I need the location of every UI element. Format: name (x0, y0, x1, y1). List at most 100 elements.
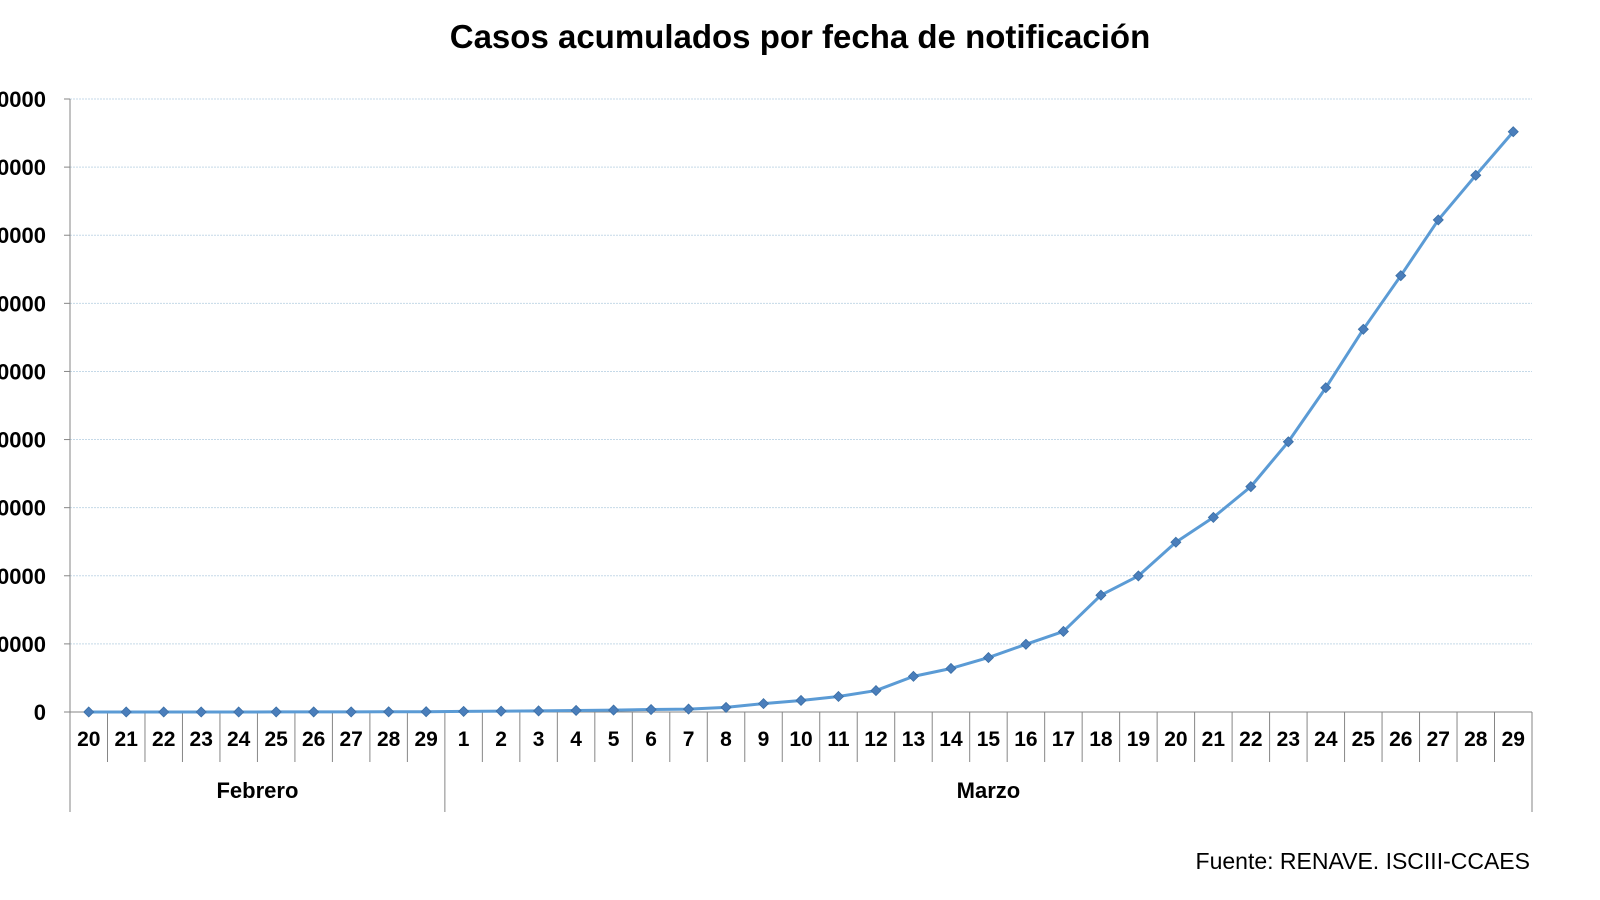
series-line (88, 130, 1515, 714)
data-point (870, 685, 882, 697)
data-point (1170, 536, 1182, 548)
x-tick-label: 26 (302, 728, 325, 751)
x-tick-label: 10 (789, 728, 812, 751)
data-point (233, 706, 245, 718)
x-tick-label: 4 (570, 728, 582, 751)
month-labels: Febrero Marzo (216, 778, 1020, 803)
y-tick-label: 0000 (0, 428, 46, 453)
x-tick-label: 13 (902, 728, 925, 751)
data-point (1282, 436, 1294, 448)
data-point (570, 704, 582, 717)
x-tick-label: 7 (683, 728, 695, 751)
month-label: Marzo (957, 778, 1021, 803)
chart-title: Casos acumulados por fecha de notificaci… (449, 18, 1151, 55)
x-tick-label: 14 (939, 728, 963, 751)
axes (64, 98, 1533, 812)
x-tick-label: 3 (533, 728, 545, 751)
data-point (420, 706, 432, 718)
x-tick-labels: 20 21 22 23 24 25 26 27 28 29 1 2 3 4 5 6 7 8 9 10 11 12 13 14 1… (77, 728, 1525, 751)
month-label: Febrero (216, 778, 298, 803)
y-tick-label: 0000 (0, 155, 46, 180)
data-point (795, 694, 807, 707)
x-tick-label: 21 (115, 728, 139, 751)
data-point (832, 690, 845, 703)
y-tick-label: 0000 (0, 632, 46, 657)
x-tick-label: 28 (377, 728, 401, 751)
data-point (1320, 382, 1332, 394)
data-point (158, 706, 170, 718)
x-tick-label: 26 (1389, 728, 1412, 751)
x-tick-label: 28 (1464, 728, 1488, 751)
x-tick-label: 15 (977, 728, 1001, 751)
data-point (1057, 625, 1069, 638)
x-tick-label: 27 (1427, 728, 1450, 751)
data-point (120, 706, 132, 718)
data-point (308, 706, 320, 718)
x-tick-label: 6 (645, 728, 657, 751)
y-tick-label: 0000 (0, 496, 46, 521)
x-tick-label: 23 (1277, 728, 1300, 751)
y-tick-label: 0000 (0, 87, 46, 112)
data-point (270, 706, 282, 718)
data-point (1020, 638, 1032, 650)
x-tick-label: 29 (414, 728, 437, 751)
data-point (982, 652, 995, 664)
chart-source: Fuente: RENAVE. ISCIII-CCAES (1195, 848, 1530, 874)
data-point (1245, 481, 1257, 493)
y-tick-label: 0000 (0, 564, 46, 589)
data-point (682, 703, 695, 715)
x-tick-label: 22 (1239, 728, 1262, 751)
x-tick-label: 24 (1314, 728, 1338, 751)
data-point (645, 703, 657, 716)
data-point (720, 701, 732, 713)
y-tick-label: 0 (34, 700, 46, 725)
x-tick-label: 2 (495, 728, 507, 751)
data-point (495, 705, 507, 717)
x-tick-label: 25 (264, 728, 288, 751)
data-point (1507, 126, 1519, 138)
x-tick-label: 12 (864, 728, 887, 751)
data-point (1207, 511, 1219, 523)
x-tick-label: 20 (1164, 728, 1187, 751)
x-tick-label: 1 (458, 728, 470, 751)
data-point (607, 704, 620, 716)
data-point (945, 662, 957, 675)
data-point (1432, 214, 1444, 226)
x-tick-label: 9 (758, 728, 770, 751)
x-tick-label: 20 (77, 728, 100, 751)
data-point (757, 698, 770, 710)
data-point (533, 705, 545, 717)
data-point (345, 706, 357, 718)
data-point (83, 706, 95, 718)
data-point (383, 706, 395, 718)
x-tick-label: 24 (227, 728, 251, 751)
data-point (1095, 589, 1107, 601)
y-tick-label: 0000 (0, 359, 46, 384)
x-tick-label: 21 (1202, 728, 1226, 751)
y-tick-label: 0000 (0, 291, 46, 316)
x-tick-label: 17 (1052, 728, 1075, 751)
series-cases (83, 126, 1519, 718)
x-tick-label: 27 (339, 728, 362, 751)
x-tick-label: 16 (1014, 728, 1037, 751)
data-point (458, 705, 470, 717)
x-tick-label: 19 (1127, 728, 1150, 751)
x-tick-label: 11 (827, 728, 850, 751)
data-point (1132, 570, 1144, 582)
data-point (195, 706, 207, 718)
x-tick-label: 8 (720, 728, 732, 751)
x-tick-label: 23 (190, 728, 213, 751)
y-tick-label: 0000 (0, 223, 46, 248)
x-tick-label: 25 (1352, 728, 1376, 751)
data-point (1395, 270, 1407, 282)
x-tick-label: 18 (1089, 728, 1113, 751)
data-point (907, 670, 920, 682)
x-tick-label: 22 (152, 728, 175, 751)
x-tick-label: 29 (1502, 728, 1525, 751)
data-point (1470, 169, 1482, 181)
gridlines (70, 98, 1532, 645)
data-point (1357, 323, 1369, 335)
x-tick-label: 5 (608, 728, 620, 751)
